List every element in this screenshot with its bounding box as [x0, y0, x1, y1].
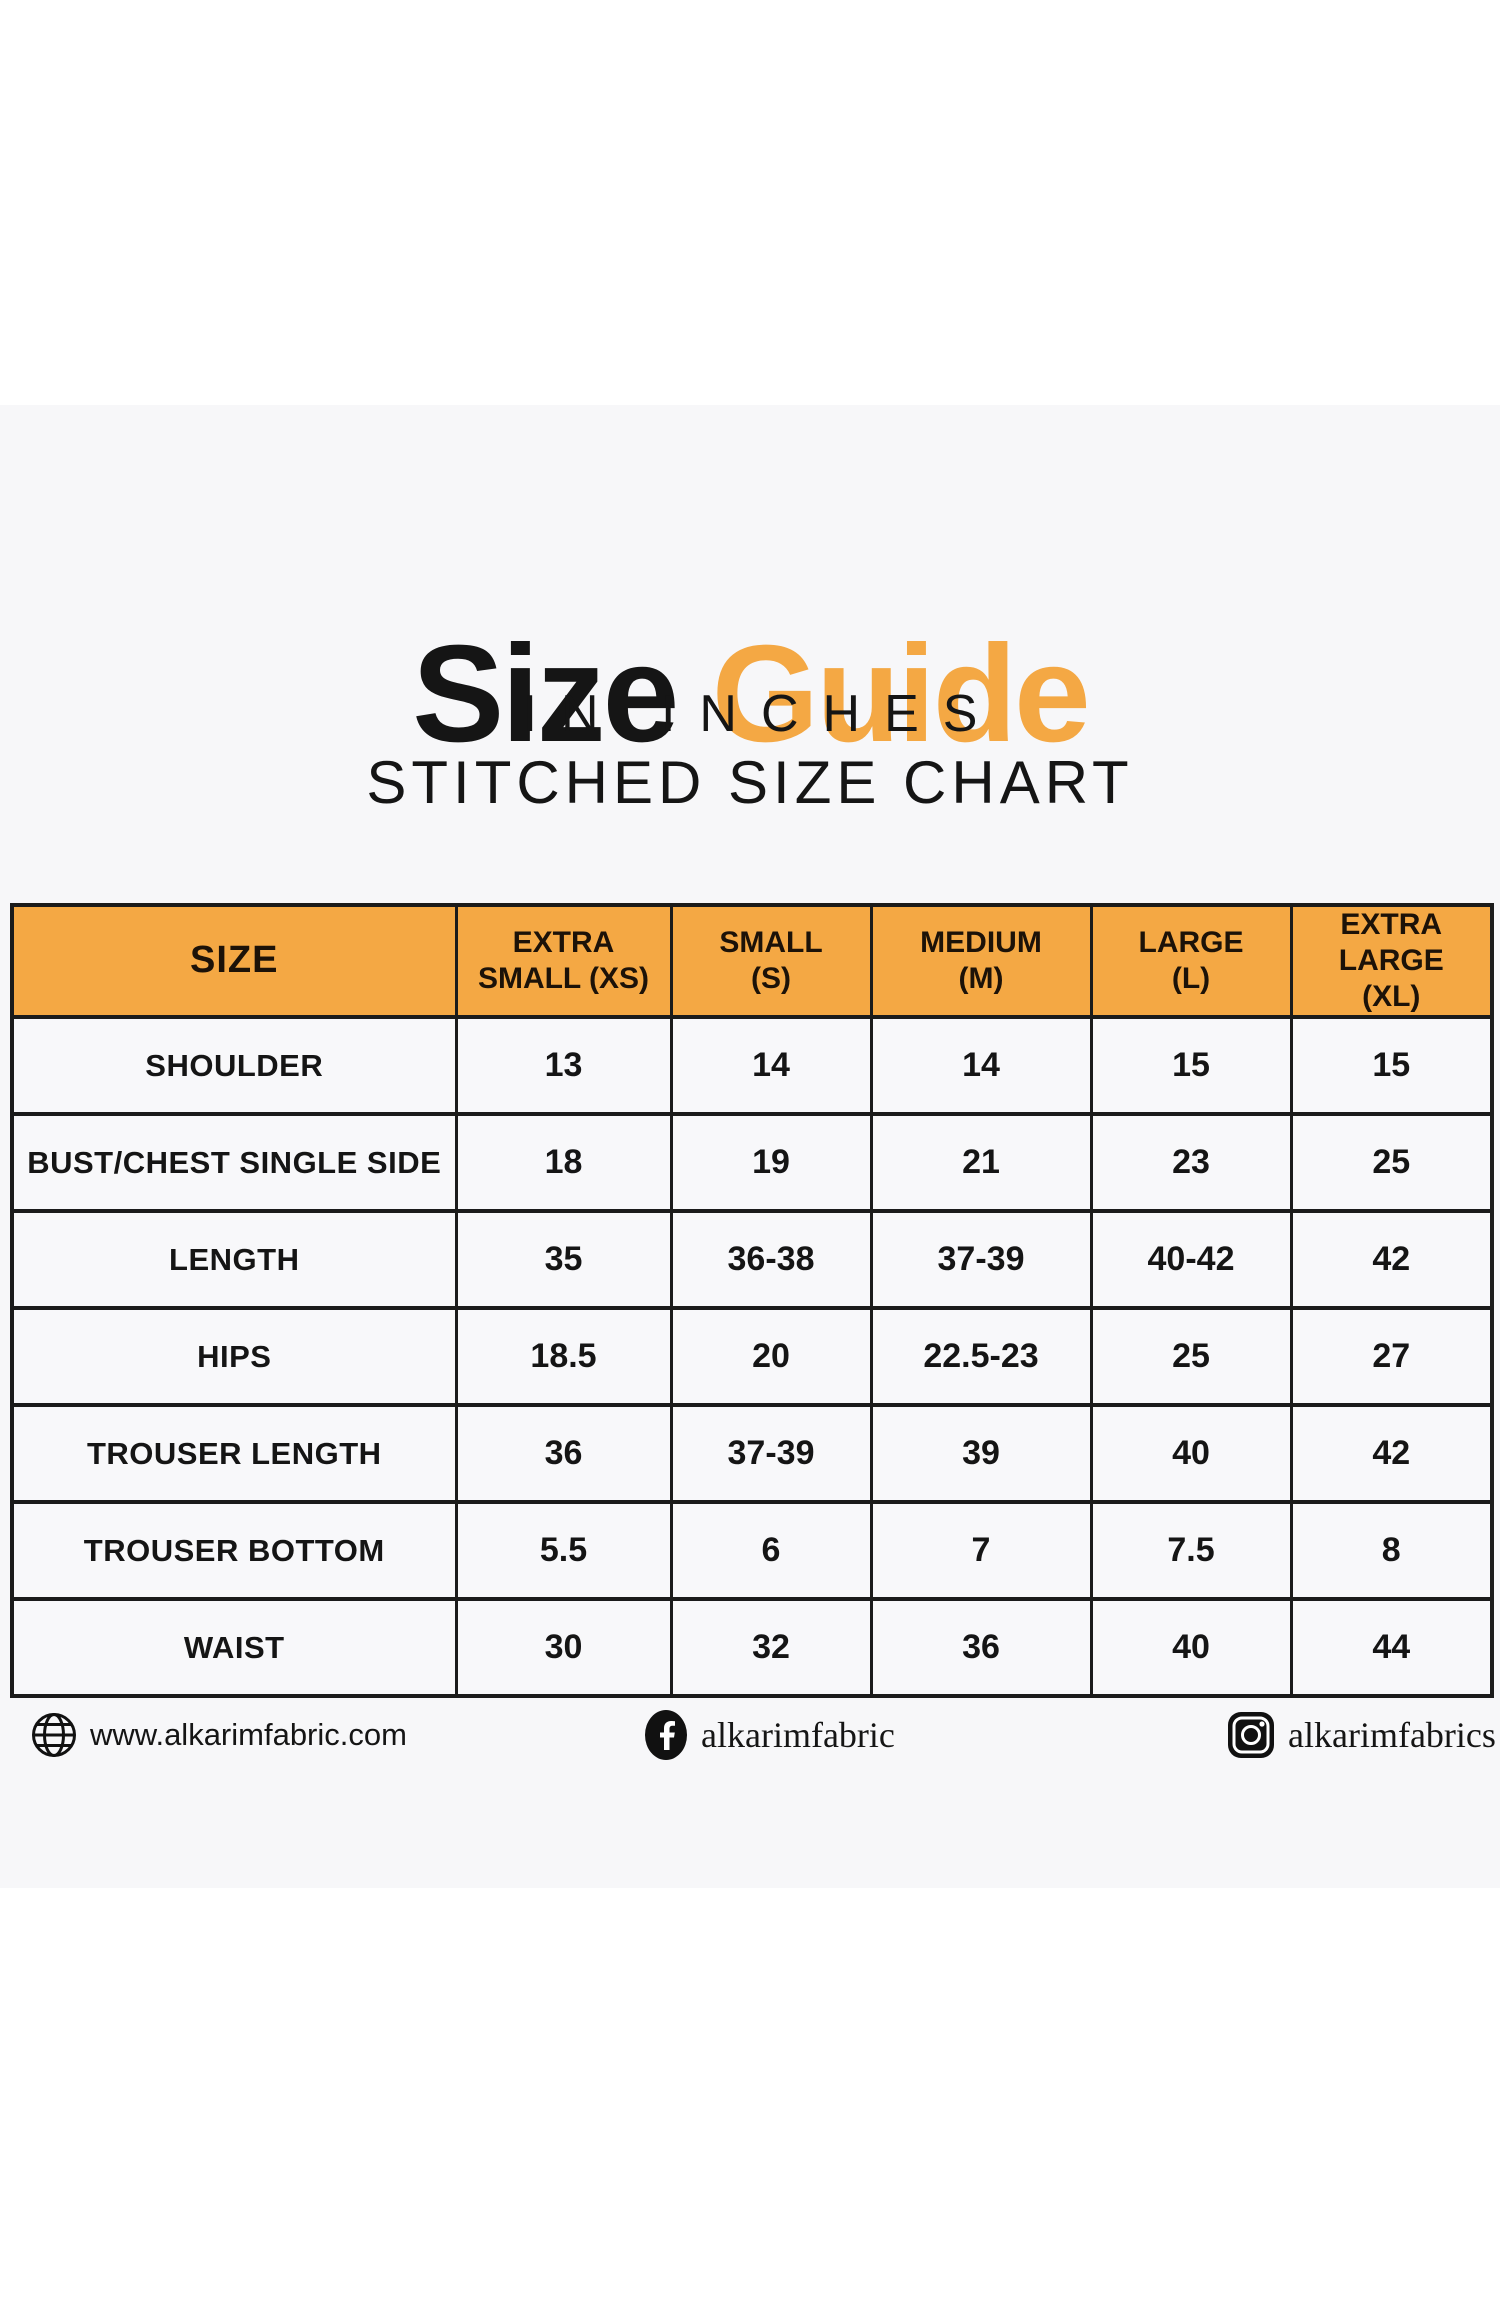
size-value-cell: 40-42 [1089, 1209, 1293, 1310]
size-value-cell: 25 [1289, 1112, 1494, 1213]
size-value-cell: 37-39 [869, 1209, 1093, 1310]
row-label: TROUSER BOTTOM [10, 1500, 458, 1601]
size-value-cell: 30 [454, 1597, 673, 1698]
website-link: www.alkarimfabric.com [30, 1709, 407, 1761]
facebook-handle: alkarimfabric [643, 1709, 895, 1761]
instagram-handle: alkarimfabrics [1226, 1709, 1496, 1761]
column-header: LARGE (L) [1089, 903, 1293, 1019]
size-value-cell: 5.5 [454, 1500, 673, 1601]
size-value-cell: 15 [1089, 1015, 1293, 1116]
title-word-size: Size [412, 617, 679, 772]
size-value-cell: 18.5 [454, 1306, 673, 1407]
subtitle-stitched-size-chart: STITCHED SIZE CHART [366, 749, 1134, 816]
size-value-cell: 36 [454, 1403, 673, 1504]
size-value-cell: 25 [1089, 1306, 1293, 1407]
size-value-cell: 36 [869, 1597, 1093, 1698]
row-label: TROUSER LENGTH [10, 1403, 458, 1504]
size-chart-body: SHOULDER 13 14 14 15 15 BUST/CHEST SINGLE SIDE… [10, 1015, 1494, 1698]
size-value-cell: 44 [1289, 1597, 1494, 1698]
size-value-cell: 13 [454, 1015, 673, 1116]
table-row: HIPS 18.5 20 22.5-23 25 27 [10, 1306, 1494, 1407]
page-title: Size Guide [0, 625, 1500, 763]
size-value-cell: 8 [1289, 1500, 1494, 1601]
size-value-cell: 35 [454, 1209, 673, 1310]
size-value-cell: 18 [454, 1112, 673, 1213]
row-label: SHOULDER [10, 1015, 458, 1116]
content-panel: Size Guide IN INCHES STITCHED SIZE CHART… [0, 405, 1500, 1888]
table-row: BUST/CHEST SINGLE SIDE 18 19 21 23 25 [10, 1112, 1494, 1213]
size-value-cell: 14 [669, 1015, 873, 1116]
table-row: WAIST 30 32 36 40 44 [10, 1597, 1494, 1698]
size-value-cell: 40 [1089, 1597, 1293, 1698]
size-value-cell: 36-38 [669, 1209, 873, 1310]
table-row: LENGTH 35 36-38 37-39 40-42 42 [10, 1209, 1494, 1310]
size-value-cell: 19 [669, 1112, 873, 1213]
column-header: SIZE [10, 903, 458, 1019]
size-value-cell: 21 [869, 1112, 1093, 1213]
facebook-username: alkarimfabric [701, 1715, 895, 1755]
row-label: LENGTH [10, 1209, 458, 1310]
size-value-cell: 6 [669, 1500, 873, 1601]
size-value-cell: 23 [1089, 1112, 1293, 1213]
column-header: MEDIUM (M) [869, 903, 1093, 1019]
website-url: www.alkarimfabric.com [90, 1717, 407, 1752]
size-value-cell: 37-39 [669, 1403, 873, 1504]
size-chart-table: SIZE EXTRA SMALL (XS) SMALL (S) MEDIUM (M) L… [10, 903, 1494, 1698]
facebook-icon [645, 1710, 687, 1760]
size-value-cell: 7 [869, 1500, 1093, 1601]
column-header: EXTRA SMALL (XS) [454, 903, 673, 1019]
column-header: EXTRA LARGE (XL) [1289, 903, 1494, 1019]
globe-icon [32, 1713, 76, 1757]
size-value-cell: 7.5 [1089, 1500, 1293, 1601]
size-value-cell: 39 [869, 1403, 1093, 1504]
instagram-username: alkarimfabrics [1288, 1715, 1496, 1755]
size-value-cell: 42 [1289, 1209, 1494, 1310]
size-value-cell: 14 [869, 1015, 1093, 1116]
table-row: SHOULDER 13 14 14 15 15 [10, 1015, 1494, 1116]
instagram-icon [1228, 1712, 1274, 1758]
size-value-cell: 40 [1089, 1403, 1293, 1504]
size-value-cell: 32 [669, 1597, 873, 1698]
table-row: TROUSER BOTTOM 5.5 6 7 7.5 8 [10, 1500, 1494, 1601]
column-header: SMALL (S) [669, 903, 873, 1019]
row-label: WAIST [10, 1597, 458, 1698]
size-chart-header-row: SIZE EXTRA SMALL (XS) SMALL (S) MEDIUM (M) L… [10, 903, 1494, 1019]
row-label: HIPS [10, 1306, 458, 1407]
size-value-cell: 20 [669, 1306, 873, 1407]
row-label: BUST/CHEST SINGLE SIDE [10, 1112, 458, 1213]
size-value-cell: 15 [1289, 1015, 1494, 1116]
size-value-cell: 42 [1289, 1403, 1494, 1504]
size-value-cell: 27 [1289, 1306, 1494, 1407]
size-value-cell: 22.5-23 [869, 1306, 1093, 1407]
title-word-guide: Guide [711, 617, 1091, 772]
table-row: TROUSER LENGTH 36 37-39 39 40 42 [10, 1403, 1494, 1504]
subtitle-in-inches: IN INCHES [522, 685, 1002, 743]
